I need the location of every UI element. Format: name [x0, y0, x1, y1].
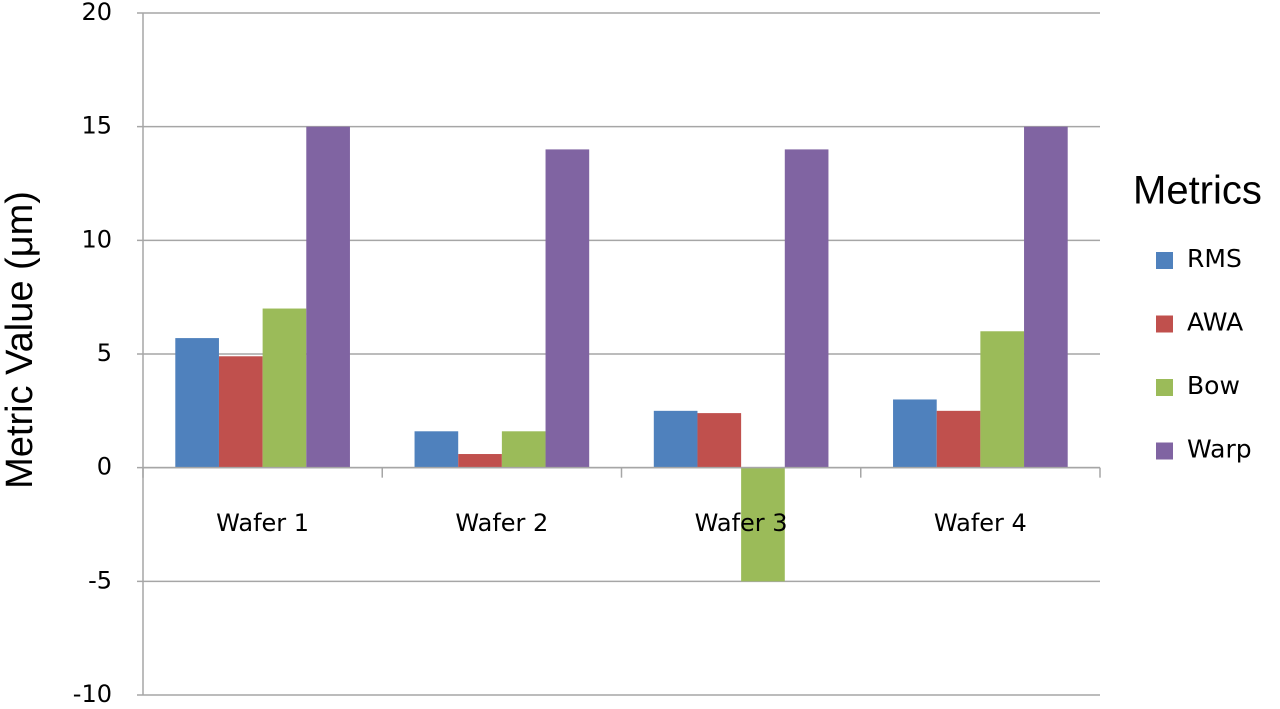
bar	[306, 126, 350, 468]
bar	[175, 338, 219, 468]
y-tick-label: 15	[81, 112, 112, 140]
bar	[893, 399, 937, 468]
bar	[1024, 126, 1068, 468]
y-tick-label: 10	[81, 225, 112, 253]
x-tick-label: Wafer 4	[934, 509, 1027, 537]
x-tick-label: Wafer 1	[216, 509, 309, 537]
y-tick-label: -5	[88, 566, 112, 594]
bar	[414, 431, 459, 468]
legend-swatch	[1156, 315, 1173, 333]
bar	[784, 149, 829, 468]
y-tick-label: 0	[97, 453, 112, 481]
bar	[218, 356, 263, 468]
bar	[936, 410, 981, 468]
legend-label: Warp	[1187, 435, 1252, 464]
legend-label: Bow	[1187, 371, 1240, 400]
y-tick-label: -10	[73, 680, 112, 708]
legend-swatch	[1156, 379, 1173, 396]
bar	[980, 331, 1025, 468]
legend-swatch	[1156, 442, 1173, 460]
bar	[458, 454, 502, 468]
bar	[697, 413, 742, 468]
x-tick-label: Wafer 2	[455, 509, 548, 537]
bar	[501, 431, 546, 468]
y-tick-label: 20	[81, 0, 112, 26]
y-tick-label: 5	[97, 339, 112, 367]
legend-title: Metrics	[1133, 169, 1262, 213]
y-axis-title: Metric Value (μm)	[0, 191, 41, 489]
bar	[741, 467, 785, 582]
legend-label: RMS	[1187, 244, 1242, 273]
x-tick-label: Wafer 3	[695, 509, 788, 537]
legend-swatch	[1156, 252, 1173, 269]
legend-label: AWA	[1187, 308, 1243, 337]
bar	[653, 410, 698, 468]
bar	[262, 308, 307, 468]
bar	[545, 149, 590, 468]
